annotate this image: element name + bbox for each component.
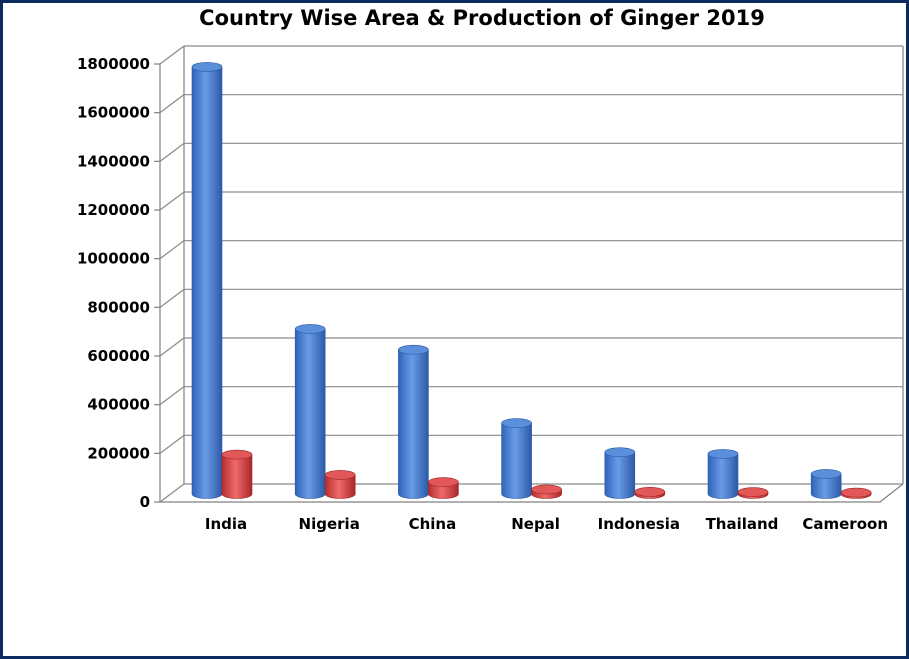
x-tick-label: Thailand <box>706 515 779 533</box>
bar-nigeria-series-2 <box>324 470 356 499</box>
x-tick-label: China <box>409 515 457 533</box>
bar-body <box>604 451 636 499</box>
y-tick-label: 800000 <box>87 298 150 316</box>
gridline-side <box>159 483 185 503</box>
y-tick-label: 1200000 <box>77 201 150 219</box>
y-tick-label: 1800000 <box>77 55 150 73</box>
x-tick-label: Nigeria <box>299 515 360 533</box>
gridline-side <box>159 434 185 454</box>
chart-bars <box>191 62 872 499</box>
y-axis-ticks: 0 200000 400000 600000 800000 1000000 1200000 1… <box>77 55 150 511</box>
x-tick-label: India <box>205 515 247 533</box>
bar-top-cap <box>324 470 356 480</box>
bar-india-series-1 <box>191 62 223 499</box>
y-tick-label: 200000 <box>87 444 150 462</box>
bar-body <box>398 349 429 499</box>
gridline-side <box>159 94 185 114</box>
bar-india-series-2 <box>221 449 253 499</box>
gridline-side <box>159 288 185 308</box>
y-tick-label: 1000000 <box>77 250 150 268</box>
bar-top-cap <box>398 344 429 355</box>
bar-top-cap <box>840 487 872 498</box>
bar-thailand-series-2 <box>737 487 769 499</box>
bar-body <box>191 66 223 499</box>
bar-top-cap <box>634 487 666 497</box>
gridline-side <box>159 386 185 406</box>
y-tick-label: 0 <box>140 493 150 511</box>
y-tick-label: 1600000 <box>77 104 150 122</box>
x-axis-labels: India Nigeria China Nepal Indonesia Thailand C… <box>205 515 888 533</box>
y-tick-label: 1400000 <box>77 152 150 170</box>
bar-body <box>221 454 253 499</box>
bar-body <box>324 474 356 499</box>
bar-top-cap <box>604 447 636 457</box>
bar-top-cap <box>501 418 532 428</box>
chart-title: Country Wise Area & Production of Ginger… <box>199 6 765 30</box>
x-tick-label: Indonesia <box>598 515 680 533</box>
bar-indonesia-series-1 <box>604 447 636 499</box>
floor-edge <box>160 483 904 503</box>
bar-thailand-series-1 <box>707 449 739 499</box>
bar-top-cap <box>810 469 842 479</box>
y-tick-label: 600000 <box>87 347 150 365</box>
bar-china-series-2 <box>428 477 459 499</box>
gridline-side <box>159 142 185 162</box>
bar-nepal-series-1 <box>501 418 532 499</box>
gridline-side <box>159 240 185 260</box>
bar-body <box>501 422 532 499</box>
bar-top-cap <box>221 449 253 460</box>
bar-indonesia-series-2 <box>634 487 666 499</box>
bar-top-cap <box>428 477 459 487</box>
bar-top-cap <box>707 449 739 459</box>
bar-nepal-series-2 <box>531 484 562 499</box>
chart-walls <box>159 46 904 503</box>
bar-top-cap <box>191 62 223 72</box>
bar-nigeria-series-1 <box>294 324 326 499</box>
x-tick-label: Nepal <box>511 515 560 533</box>
bar-china-series-1 <box>398 344 429 499</box>
bar-top-cap <box>531 484 562 495</box>
bar-cameroon-series-1 <box>810 469 842 499</box>
x-tick-label: Cameroon <box>802 515 888 533</box>
gridline-side <box>159 337 185 357</box>
bar-cameroon-series-2 <box>840 487 872 499</box>
gridline-side <box>159 191 185 211</box>
bar-body <box>294 328 326 499</box>
bar-top-cap <box>737 487 769 497</box>
y-tick-label: 400000 <box>87 396 150 414</box>
bar-body <box>707 453 739 499</box>
bar-top-cap <box>294 324 326 334</box>
gridline-side <box>159 45 185 65</box>
